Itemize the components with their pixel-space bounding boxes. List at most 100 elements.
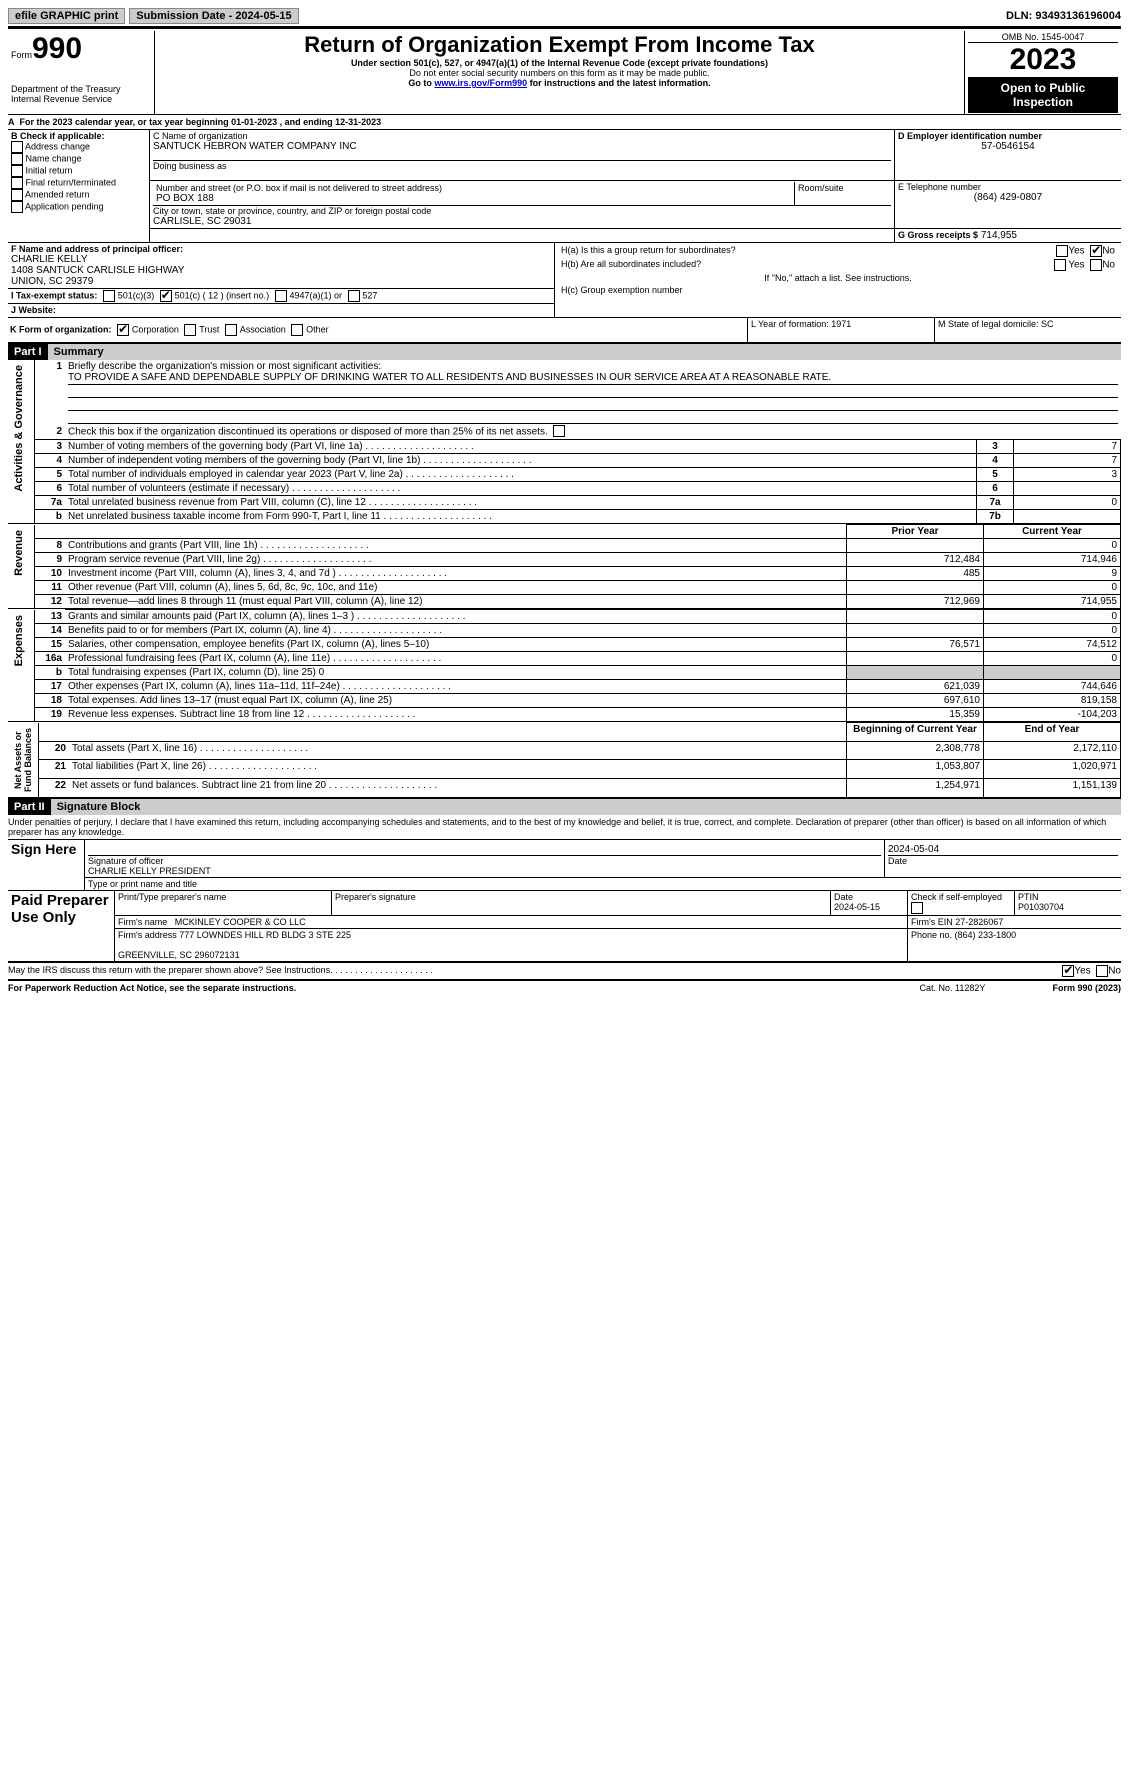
l20-py: 2,308,778 <box>847 741 984 760</box>
501c-checkbox[interactable] <box>160 290 172 302</box>
j-label: J Website: <box>11 305 56 315</box>
amended-checkbox[interactable] <box>11 189 23 201</box>
m-label: M State of legal domicile: SC <box>935 318 1122 343</box>
firm-name: MCKINLEY COOPER & CO LLC <box>175 917 306 927</box>
trust-checkbox[interactable] <box>184 324 196 336</box>
l7b-text: Net unrelated business taxable income fr… <box>65 510 977 524</box>
assoc-checkbox[interactable] <box>225 324 237 336</box>
header-table: Form990 Department of the Treasury Inter… <box>8 31 1121 115</box>
app-pending-checkbox[interactable] <box>11 201 23 213</box>
prep-date: 2024-05-15 <box>834 902 880 912</box>
l19-text: Revenue less expenses. Subtract line 18 … <box>65 708 847 722</box>
l2-text: Check this box if the organization disco… <box>65 425 1121 440</box>
discuss-yes-checkbox[interactable] <box>1062 965 1074 977</box>
goto-post: for instructions and the latest informat… <box>527 78 711 88</box>
l7b-val <box>1014 510 1121 524</box>
initial-return-checkbox[interactable] <box>11 165 23 177</box>
l19-cy: -104,203 <box>984 708 1121 722</box>
submission-button[interactable]: Submission Date - 2024-05-15 <box>129 8 298 24</box>
l9-cy: 714,946 <box>984 553 1121 567</box>
l16a-cy: 0 <box>984 652 1121 666</box>
hc-label: H(c) Group exemption number <box>558 284 1118 296</box>
l15-cy: 74,512 <box>984 638 1121 652</box>
addr-change-checkbox[interactable] <box>11 141 23 153</box>
part1-header: Part ISummary <box>8 344 1121 360</box>
line-a: A For the 2023 calendar year, or tax yea… <box>8 115 1121 129</box>
phone-value: (864) 429-0807 <box>898 192 1118 203</box>
l4-val: 7 <box>1014 454 1121 468</box>
self-emp-checkbox[interactable] <box>911 902 923 914</box>
discuss-no-checkbox[interactable] <box>1096 965 1108 977</box>
other-checkbox[interactable] <box>291 324 303 336</box>
final-return-checkbox[interactable] <box>11 177 23 189</box>
l17-text: Other expenses (Part IX, column (A), lin… <box>65 680 847 694</box>
cy-header: Current Year <box>984 525 1121 539</box>
4947-checkbox[interactable] <box>275 290 287 302</box>
527-checkbox[interactable] <box>348 290 360 302</box>
k-label: K Form of organization: <box>10 325 112 335</box>
501c3-checkbox[interactable] <box>103 290 115 302</box>
sig-date: 2024-05-04 <box>888 844 1118 855</box>
l2-checkbox[interactable] <box>553 425 565 437</box>
form-number: 990 <box>32 32 82 65</box>
paid-preparer-label: Paid Preparer Use Only <box>8 891 115 962</box>
hb-note: If "No," attach a list. See instructions… <box>558 272 1118 284</box>
dba-label: Doing business as <box>153 160 891 171</box>
l5-text: Total number of individuals employed in … <box>65 468 977 482</box>
l14-text: Benefits paid to or for members (Part IX… <box>65 624 847 638</box>
dept-text: Department of the Treasury Internal Reve… <box>11 84 151 104</box>
l19-py: 15,359 <box>847 708 984 722</box>
hb-no-checkbox[interactable] <box>1090 259 1102 271</box>
self-emp-label: Check if self-employed <box>908 891 1015 916</box>
cat-no: Cat. No. 11282Y <box>852 983 1052 993</box>
l22-cy: 1,151,139 <box>984 778 1121 797</box>
na-label: Net Assets or Fund Balances <box>11 724 35 796</box>
paperwork-text: For Paperwork Reduction Act Notice, see … <box>8 983 852 993</box>
l15-py: 76,571 <box>847 638 984 652</box>
l16b-py <box>847 666 984 680</box>
firm-phone: (864) 233-1800 <box>955 930 1017 940</box>
l14-cy: 0 <box>984 624 1121 638</box>
open-inspection: Open to Public Inspection <box>968 77 1118 113</box>
exp-label: Expenses <box>11 611 27 670</box>
declaration-text: Under penalties of perjury, I declare th… <box>8 815 1121 839</box>
l8-py <box>847 539 984 553</box>
l16b-text: Total fundraising expenses (Part IX, col… <box>65 666 847 680</box>
l3-text: Number of voting members of the governin… <box>65 440 977 454</box>
l20-text: Total assets (Part X, line 16) <box>69 741 847 760</box>
prep-name-label: Print/Type preparer's name <box>115 891 332 916</box>
ssn-warning: Do not enter social security numbers on … <box>158 68 961 78</box>
officer-addr: 1408 SANTUCK CARLISLE HIGHWAY UNION, SC … <box>11 265 551 287</box>
efile-button[interactable]: efile GRAPHIC print <box>8 8 125 24</box>
l12-text: Total revenue—add lines 8 through 11 (mu… <box>65 595 847 609</box>
city-label: City or town, state or province, country… <box>153 205 891 216</box>
l10-py: 485 <box>847 567 984 581</box>
l18-text: Total expenses. Add lines 13–17 (must eq… <box>65 694 847 708</box>
eoy-header: End of Year <box>984 723 1121 742</box>
l13-py <box>847 610 984 624</box>
ha-no-checkbox[interactable] <box>1090 245 1102 257</box>
date-label: Date <box>888 855 1118 866</box>
hb-yes-checkbox[interactable] <box>1054 259 1066 271</box>
gross-receipts: 714,955 <box>981 230 1017 241</box>
name-change-checkbox[interactable] <box>11 153 23 165</box>
top-bar: efile GRAPHIC print Submission Date - 20… <box>8 8 1121 24</box>
part2-header: Part IISignature Block <box>8 799 1121 815</box>
l22-py: 1,254,971 <box>847 778 984 797</box>
l9-text: Program service revenue (Part VIII, line… <box>65 553 847 567</box>
officer-name: CHARLIE KELLY <box>11 254 551 265</box>
corp-checkbox[interactable] <box>117 324 129 336</box>
l18-py: 697,610 <box>847 694 984 708</box>
l8-cy: 0 <box>984 539 1121 553</box>
l11-cy: 0 <box>984 581 1121 595</box>
ha-yes-checkbox[interactable] <box>1056 245 1068 257</box>
l20-cy: 2,172,110 <box>984 741 1121 760</box>
sig-officer-label: Signature of officer <box>88 855 881 866</box>
org-address: PO BOX 188 <box>156 193 791 204</box>
c-name-label: C Name of organization <box>153 131 891 141</box>
g-label: G Gross receipts $ <box>898 230 978 240</box>
addr-label: Number and street (or P.O. box if mail i… <box>156 183 791 193</box>
l21-py: 1,053,807 <box>847 760 984 779</box>
l7a-val: 0 <box>1014 496 1121 510</box>
goto-link[interactable]: www.irs.gov/Form990 <box>434 78 527 88</box>
